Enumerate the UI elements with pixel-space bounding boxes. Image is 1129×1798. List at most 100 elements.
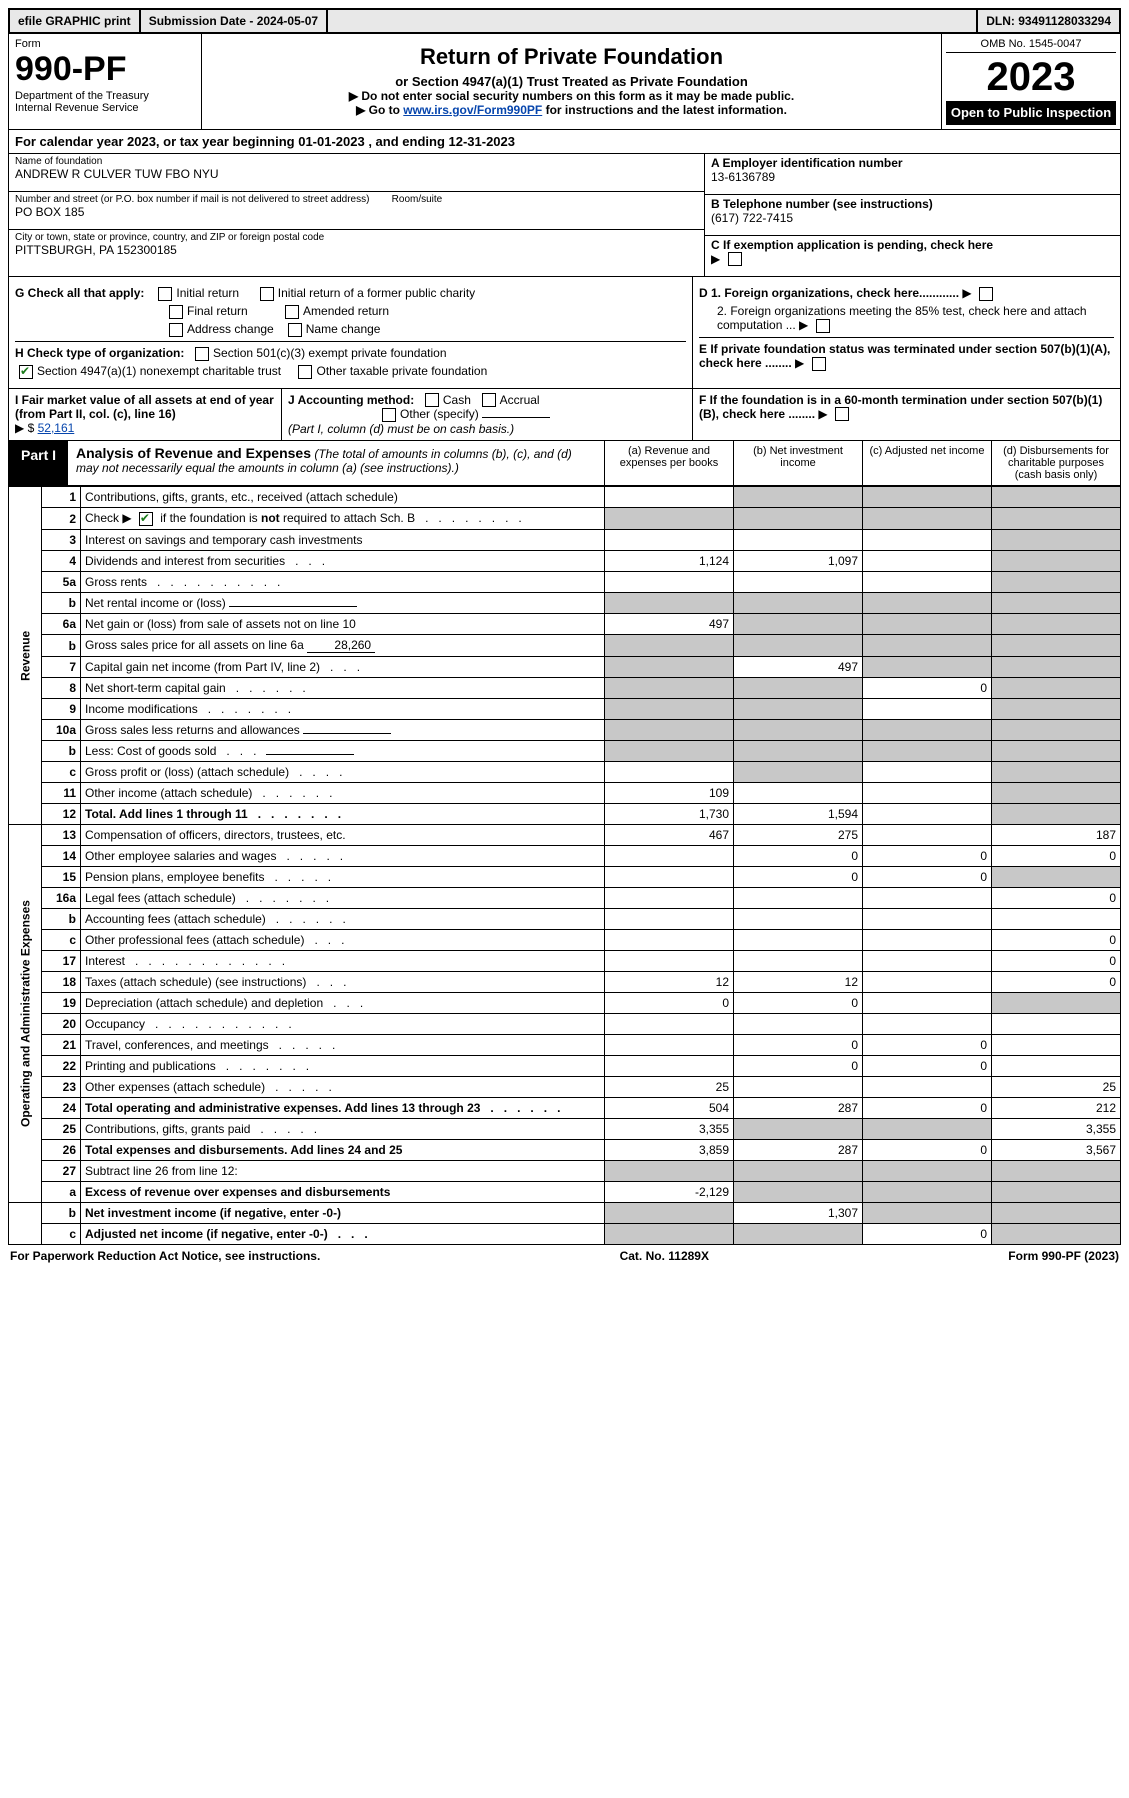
line-desc: Interest on savings and temporary cash i…	[81, 530, 605, 551]
cell-a: 0	[605, 993, 734, 1014]
line-desc: Net rental income or (loss)	[81, 593, 605, 614]
table-row: 20Occupancy . . . . . . . . . . .	[9, 1014, 1121, 1035]
cell-d: 0	[992, 972, 1121, 993]
e-checkbox[interactable]	[812, 357, 826, 371]
g-block: G Check all that apply: Initial return I…	[9, 277, 692, 387]
f-checkbox[interactable]	[835, 407, 849, 421]
header-left: Form 990-PF Department of the Treasury I…	[9, 34, 202, 129]
line-desc: Excess of revenue over expenses and disb…	[81, 1182, 605, 1203]
g-address-checkbox[interactable]	[169, 323, 183, 337]
h-4947-checkbox[interactable]	[19, 365, 33, 379]
i-fmv-cell: I Fair market value of all assets at end…	[9, 389, 282, 441]
irs-link[interactable]: www.irs.gov/Form990PF	[403, 103, 542, 117]
line-desc: Net gain or (loss) from sale of assets n…	[81, 614, 605, 635]
part1-desc: Analysis of Revenue and Expenses (The to…	[68, 441, 604, 485]
cell-a: 25	[605, 1077, 734, 1098]
table-row: 9Income modifications . . . . . . .	[9, 699, 1121, 720]
line-desc: Dividends and interest from securities .…	[81, 551, 605, 572]
cell-b: 0	[734, 1035, 863, 1056]
i-fmv-arrow: ▶ $	[15, 421, 34, 435]
table-row: 11Other income (attach schedule) . . . .…	[9, 783, 1121, 804]
cell-d: 25	[992, 1077, 1121, 1098]
line-desc: Total. Add lines 1 through 11 . . . . . …	[81, 804, 605, 825]
j-other-input[interactable]	[482, 417, 550, 418]
table-row: bNet rental income or (loss)	[9, 593, 1121, 614]
line-desc: Depreciation (attach schedule) and deple…	[81, 993, 605, 1014]
j-cash: Cash	[443, 393, 471, 407]
c-exempt-checkbox[interactable]	[728, 252, 742, 266]
table-row: 24Total operating and administrative exp…	[9, 1098, 1121, 1119]
cell-d: 187	[992, 825, 1121, 846]
col-c-header: (c) Adjusted net income	[862, 441, 991, 485]
city-value: PITTSBURGH, PA 152300185	[15, 243, 698, 257]
line-desc: Taxes (attach schedule) (see instruction…	[81, 972, 605, 993]
cell-c: 0	[863, 1140, 992, 1161]
cell-b: 0	[734, 867, 863, 888]
part1-table: Revenue 1 Contributions, gifts, grants, …	[8, 486, 1121, 1245]
cell-d: 0	[992, 930, 1121, 951]
line-desc: Income modifications . . . . . . .	[81, 699, 605, 720]
line-desc: Adjusted net income (if negative, enter …	[81, 1224, 605, 1245]
d1-label: D 1. Foreign organizations, check here..…	[699, 286, 959, 300]
i-j-f-block: I Fair market value of all assets at end…	[8, 389, 1121, 442]
table-row: cOther professional fees (attach schedul…	[9, 930, 1121, 951]
cell-d: 0	[992, 846, 1121, 867]
ein-value: 13-6136789	[711, 170, 1114, 184]
j-other: Other (specify)	[400, 407, 479, 421]
cell-b: 0	[734, 846, 863, 867]
col-d-header: (d) Disbursements for charitable purpose…	[991, 441, 1120, 485]
g-final-checkbox[interactable]	[169, 305, 183, 319]
table-row: 4Dividends and interest from securities …	[9, 551, 1121, 572]
f-cell: F If the foundation is in a 60-month ter…	[693, 389, 1120, 441]
g-name-checkbox[interactable]	[288, 323, 302, 337]
cell-b: 497	[734, 657, 863, 678]
h-501-checkbox[interactable]	[195, 347, 209, 361]
ein-label: A Employer identification number	[711, 156, 1114, 170]
calendar-year-line: For calendar year 2023, or tax year begi…	[8, 130, 1121, 154]
cell-a: 109	[605, 783, 734, 804]
g-initial-former-checkbox[interactable]	[260, 287, 274, 301]
line-desc: Other expenses (attach schedule) . . . .…	[81, 1077, 605, 1098]
table-row: 25Contributions, gifts, grants paid . . …	[9, 1119, 1121, 1140]
h-other: Other taxable private foundation	[316, 364, 487, 378]
cell-b: 0	[734, 1056, 863, 1077]
input-10b[interactable]	[266, 754, 354, 755]
table-row: bLess: Cost of goods sold . . .	[9, 741, 1121, 762]
cell-b: 287	[734, 1140, 863, 1161]
d1-checkbox[interactable]	[979, 287, 993, 301]
form-footer: Form 990-PF (2023)	[1008, 1249, 1119, 1263]
tax-year: 2023	[946, 57, 1116, 97]
schb-checkbox[interactable]	[139, 512, 153, 526]
line-desc: Net short-term capital gain . . . . . .	[81, 678, 605, 699]
cell-c: 0	[863, 867, 992, 888]
table-row: bNet investment income (if negative, ent…	[9, 1203, 1121, 1224]
table-row: 23Other expenses (attach schedule) . . .…	[9, 1077, 1121, 1098]
open-public-badge: Open to Public Inspection	[946, 101, 1116, 125]
cell-b: 12	[734, 972, 863, 993]
d2-checkbox[interactable]	[816, 319, 830, 333]
revenue-side-label: Revenue	[9, 487, 42, 825]
cell-c: 0	[863, 1098, 992, 1119]
line-desc: Other income (attach schedule) . . . . .…	[81, 783, 605, 804]
g-label: G Check all that apply:	[15, 286, 144, 300]
i-fmv-value[interactable]: 52,161	[38, 421, 75, 435]
i-fmv-label: I Fair market value of all assets at end…	[15, 393, 274, 421]
name-label: Name of foundation	[15, 156, 698, 167]
j-other-checkbox[interactable]	[382, 408, 396, 422]
line-desc: Travel, conferences, and meetings . . . …	[81, 1035, 605, 1056]
h-other-checkbox[interactable]	[298, 365, 312, 379]
goto-note: ▶ Go to www.irs.gov/Form990PF for instru…	[208, 103, 935, 117]
line-number: 1	[42, 487, 81, 508]
name-value: ANDREW R CULVER TUW FBO NYU	[15, 167, 698, 181]
j-accrual-checkbox[interactable]	[482, 393, 496, 407]
input-10a[interactable]	[303, 733, 391, 734]
page-footer: For Paperwork Reduction Act Notice, see …	[8, 1245, 1121, 1263]
input-5b[interactable]	[229, 606, 357, 607]
j-cash-checkbox[interactable]	[425, 393, 439, 407]
g-amended-checkbox[interactable]	[285, 305, 299, 319]
cell-b: 0	[734, 993, 863, 1014]
part1-header: Part I Analysis of Revenue and Expenses …	[8, 441, 1121, 486]
c-exempt-cell: C If exemption application is pending, c…	[705, 236, 1120, 277]
cell-a: -2,129	[605, 1182, 734, 1203]
g-initial-checkbox[interactable]	[158, 287, 172, 301]
